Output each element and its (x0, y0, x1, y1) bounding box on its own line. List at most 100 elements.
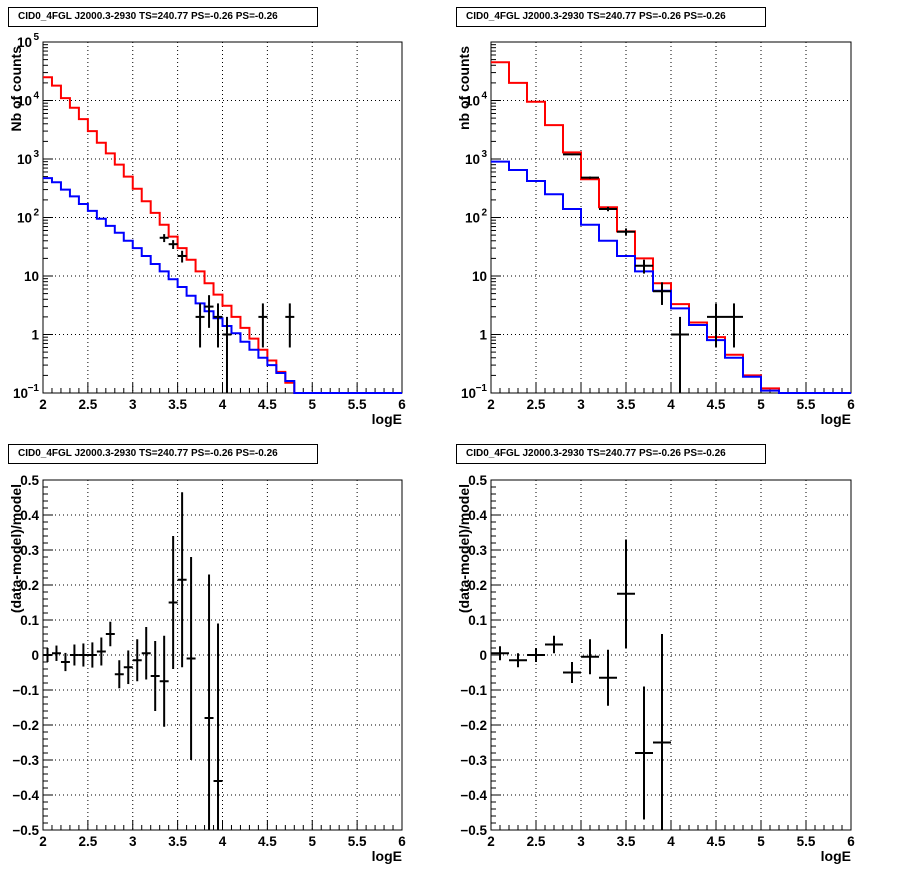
y-tick-exponent: 3 (33, 149, 39, 160)
x-tick-label: 4 (219, 834, 227, 849)
data-point (599, 206, 617, 212)
data-point (258, 303, 268, 348)
panel-2-title: CID0_4FGL J2000.3-2930 TS=240.77 PS=-0.2… (456, 7, 766, 27)
data-point (114, 660, 124, 689)
data-point (132, 639, 142, 682)
x-tick-label: 4 (667, 834, 675, 849)
x-tick-label: 5.5 (348, 834, 367, 849)
data-point (168, 240, 178, 249)
y-tick-label: 10 (465, 152, 480, 167)
x-tick-label: 2.5 (78, 397, 97, 412)
data-point (159, 234, 169, 243)
data-point (285, 303, 295, 348)
data-points (491, 539, 671, 830)
y-tick-label: 0 (479, 648, 487, 663)
y-tick-label: 0 (31, 648, 39, 663)
x-tick-label: 4.5 (707, 397, 726, 412)
y-tick-label: 10 (461, 386, 476, 401)
y-tick-label: 10 (465, 211, 480, 226)
data-point (617, 539, 635, 648)
data-point (159, 635, 169, 727)
data-point (545, 635, 563, 654)
data-point (653, 634, 671, 830)
x-tick-label: 2 (39, 397, 47, 412)
data-point (222, 316, 232, 393)
data-point (150, 641, 160, 711)
series-1-histogram (491, 61, 851, 394)
y-tick-label: −0.1 (460, 683, 487, 698)
x-tick-label: 3 (129, 397, 137, 412)
y-tick-label: 1 (31, 328, 39, 343)
series-2-histogram (43, 177, 402, 394)
y-tick-label: 0.3 (20, 543, 39, 558)
data-point (707, 303, 725, 348)
y-tick-exponent: 2 (33, 208, 39, 219)
x-axis-label: logE (372, 848, 402, 864)
data-point (213, 623, 223, 830)
data-point (69, 644, 79, 666)
x-tick-label: 3.5 (168, 834, 187, 849)
grid (491, 480, 851, 830)
y-tick-label: 10 (17, 211, 32, 226)
x-tick-label: 3.5 (617, 834, 636, 849)
x-tick-label: 4.5 (707, 834, 726, 849)
axis-ticks (490, 479, 852, 831)
x-tick-label: 6 (847, 834, 855, 849)
x-tick-label: 5 (757, 397, 765, 412)
y-tick-exponent: −1 (476, 383, 488, 394)
data-point (168, 536, 178, 669)
data-point (725, 303, 743, 348)
axis-ticks (42, 479, 403, 831)
y-tick-exponent: 4 (33, 91, 39, 102)
data-point (60, 652, 70, 672)
data-point (87, 642, 97, 668)
y-tick-label: −0.2 (460, 718, 487, 733)
data-points (159, 234, 295, 393)
series-1-histogram (43, 76, 402, 394)
y-tick-label: 10 (472, 269, 487, 284)
x-axis-label: logE (372, 411, 402, 427)
y-tick-label: 10 (17, 35, 32, 50)
data-point (78, 643, 88, 667)
data-points (43, 492, 223, 830)
data-point (186, 557, 196, 760)
grid (491, 42, 851, 393)
data-point (204, 574, 214, 830)
y-tick-label: 0.3 (468, 543, 487, 558)
x-axis-label: logE (821, 848, 851, 864)
data-point (141, 627, 151, 680)
y-axis-label: Nb of counts (8, 46, 24, 132)
y-tick-exponent: 4 (481, 91, 487, 102)
x-tick-label: 5.5 (797, 397, 816, 412)
data-point (635, 259, 653, 274)
data-point (213, 303, 223, 348)
x-tick-label: 5.5 (797, 834, 816, 849)
y-tick-label: −0.4 (460, 788, 487, 803)
data-point (599, 649, 617, 706)
y-tick-exponent: 2 (481, 208, 487, 219)
y-tick-exponent: −1 (28, 383, 40, 394)
y-axis-label: nb of counts (456, 46, 472, 130)
y-tick-label: −0.4 (12, 788, 39, 803)
y-tick-label: −0.3 (460, 753, 487, 768)
x-tick-label: 3 (129, 834, 137, 849)
data-point (581, 176, 599, 179)
x-tick-label: 5 (308, 834, 316, 849)
x-tick-label: 3.5 (617, 397, 636, 412)
data-point (177, 250, 187, 263)
x-axis-label: logE (821, 411, 851, 427)
data-point (204, 295, 214, 328)
y-tick-label: 10 (17, 94, 32, 109)
y-tick-exponent: 5 (33, 32, 39, 43)
y-tick-label: 0.2 (468, 578, 487, 593)
x-tick-label: 3 (577, 397, 585, 412)
data-point (617, 228, 635, 236)
x-tick-label: 4.5 (258, 834, 277, 849)
data-point (105, 621, 115, 647)
y-tick-label: −0.5 (460, 823, 487, 838)
y-tick-label: 0.1 (20, 613, 39, 628)
data-point (51, 645, 61, 661)
x-tick-label: 2.5 (78, 834, 97, 849)
